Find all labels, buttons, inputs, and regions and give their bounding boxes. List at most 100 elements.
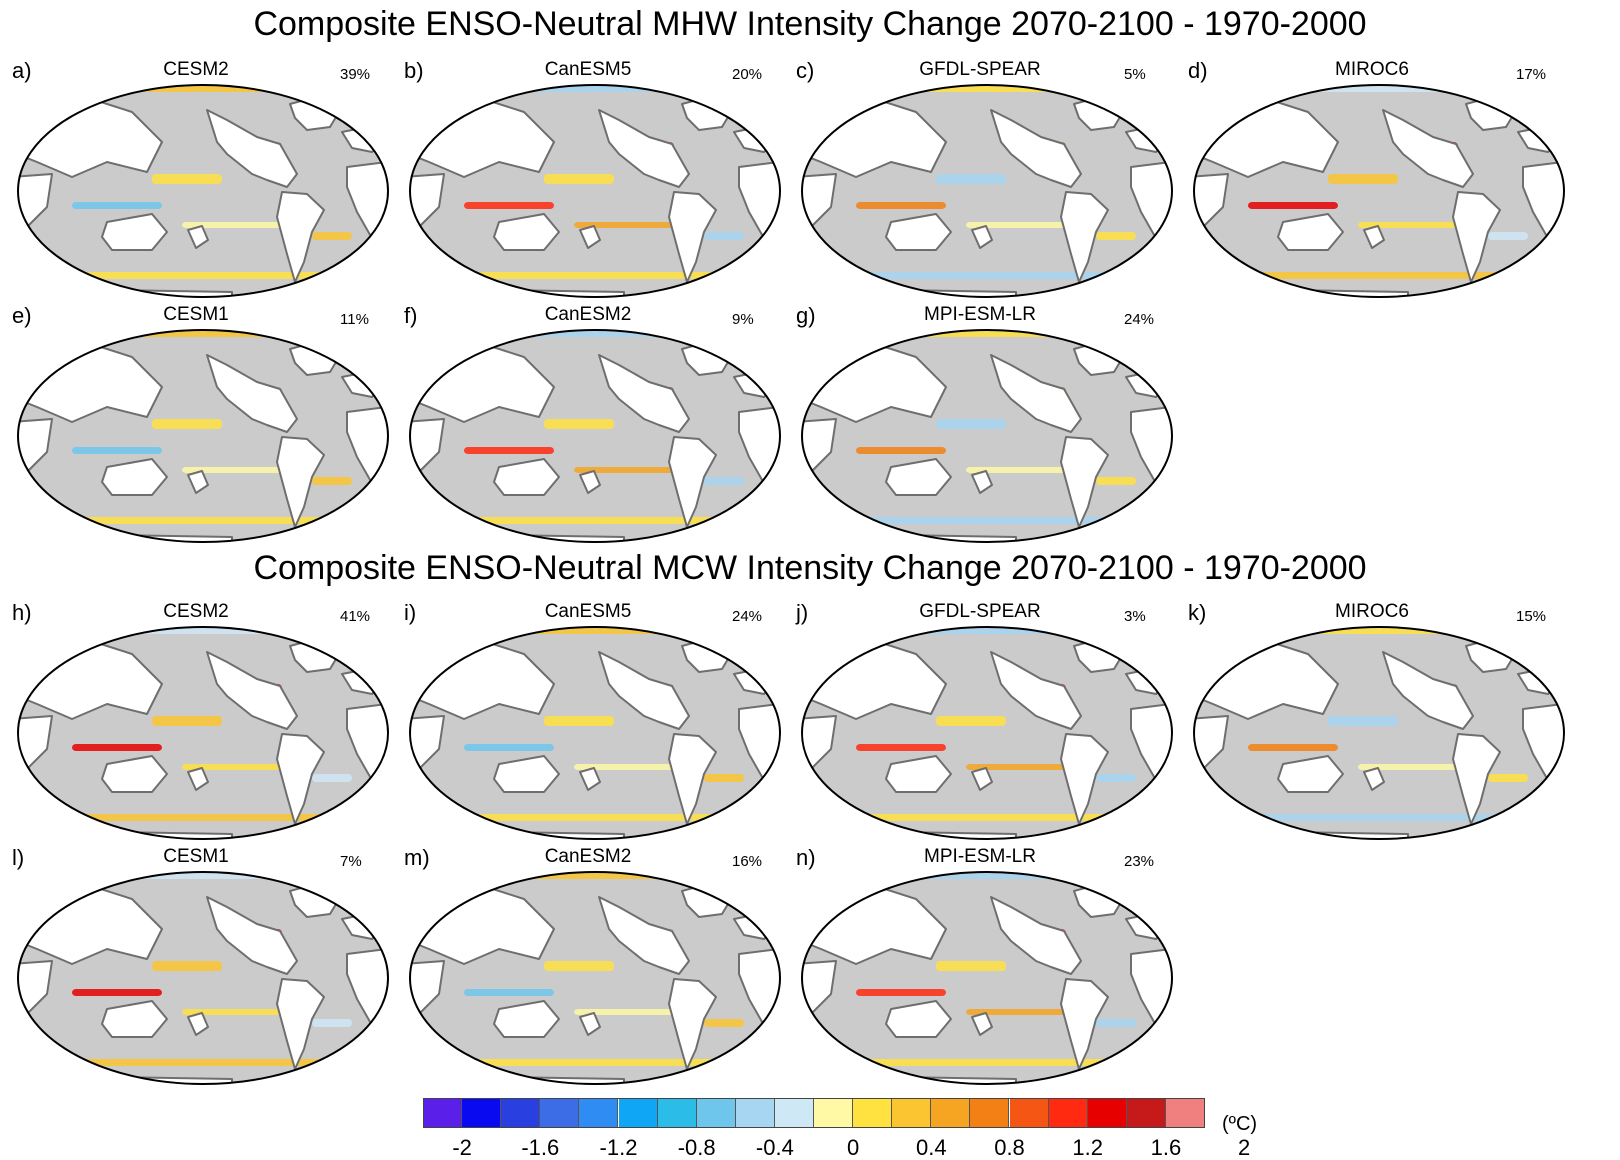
world-map: [800, 84, 1174, 298]
world-map: [800, 871, 1174, 1085]
anomaly-patch: [704, 232, 744, 240]
landmass: [598, 651, 690, 730]
map-outline: [16, 84, 390, 298]
anomaly-patch: [936, 419, 1006, 429]
map-outline: [800, 84, 1174, 298]
anomaly-patch: [18, 872, 388, 879]
landmass: [493, 213, 560, 251]
landmass: [331, 526, 388, 542]
panel-model-name: MIROC6: [1335, 601, 1409, 622]
anomaly-patch: [802, 872, 1172, 879]
landmass: [206, 109, 298, 188]
anomaly-patch: [72, 989, 162, 996]
panel-percentage: 41%: [340, 608, 371, 625]
landmass: [668, 978, 717, 1070]
colorbar-frame: [423, 1098, 1205, 1128]
panel-letter: c): [796, 58, 815, 83]
anomaly-patch: [464, 202, 554, 209]
landmass: [1277, 213, 1344, 251]
colorbar-segment: [931, 1098, 971, 1128]
landmass: [598, 896, 690, 975]
landmass: [971, 1012, 993, 1036]
panel-letter: g): [796, 303, 816, 328]
colorbar-tick-label: -0.8: [677, 1135, 716, 1160]
landmass: [723, 281, 780, 297]
ocean-area: [410, 627, 780, 839]
landmass: [101, 458, 168, 496]
panel-percentage: 39%: [340, 66, 371, 83]
landmass: [1452, 733, 1501, 825]
landmass: [187, 225, 209, 249]
landmass: [1382, 109, 1474, 188]
anomaly-patch: [836, 272, 1116, 279]
landmass: [331, 281, 388, 297]
landmass: [276, 436, 325, 528]
landmass: [885, 1000, 952, 1038]
anomaly-patch: [312, 774, 352, 782]
map-outline: [408, 329, 782, 543]
landmass: [990, 354, 1082, 433]
world-map: [1192, 84, 1566, 298]
ocean-area: [18, 627, 388, 839]
landmass: [331, 1068, 388, 1084]
anomaly-patch: [544, 961, 614, 971]
ocean-area: [802, 85, 1172, 297]
landmass: [101, 213, 168, 251]
panel-letter: d): [1188, 58, 1208, 83]
landmass: [668, 191, 717, 283]
ocean-area: [410, 85, 780, 297]
map-outline: [800, 871, 1174, 1085]
panel-letter: m): [404, 845, 430, 870]
landmass: [1115, 1068, 1172, 1084]
panel-model-name: CanESM5: [544, 601, 632, 622]
landmass: [1060, 733, 1109, 825]
panel-percentage: 23%: [1124, 853, 1155, 870]
anomaly-patch: [18, 627, 388, 634]
anomaly-patch: [410, 627, 780, 634]
colorbar-segment: [1009, 1098, 1049, 1128]
anomaly-patch: [18, 85, 388, 92]
colorbar-tick-label: 2: [1237, 1135, 1251, 1160]
anomaly-patch: [704, 477, 744, 485]
anomaly-patch: [856, 202, 946, 209]
panel-letter: b): [404, 58, 424, 83]
anomaly-patch: [1328, 716, 1398, 726]
colorbar-tick-label: -1.6: [521, 1135, 560, 1160]
colorbar-unit: (ºC): [1222, 1113, 1258, 1135]
anomaly-patch: [18, 330, 388, 337]
landmass: [723, 823, 780, 839]
anomaly-patch: [444, 272, 724, 279]
world-map: [408, 84, 782, 298]
map-outline: [800, 626, 1174, 840]
anomaly-patch: [704, 774, 744, 782]
landmass: [990, 651, 1082, 730]
landmass: [493, 755, 560, 793]
world-map: [800, 626, 1174, 840]
anomaly-patch: [444, 1059, 724, 1066]
colorbar-segment: [853, 1098, 893, 1128]
colorbar-segment: [696, 1098, 736, 1128]
world-map: [800, 329, 1174, 543]
colorbar-segment: [1087, 1098, 1127, 1128]
anomaly-patch: [152, 716, 222, 726]
panel-percentage: 7%: [340, 853, 362, 870]
anomaly-patch: [836, 814, 1116, 821]
landmass: [1115, 526, 1172, 542]
anomaly-patch: [52, 517, 332, 524]
landmass: [1507, 281, 1564, 297]
colorbar-segment: [735, 1098, 775, 1128]
anomaly-patch: [1096, 774, 1136, 782]
world-map: [408, 871, 782, 1085]
anomaly-patch: [1248, 744, 1338, 751]
anomaly-patch: [1488, 774, 1528, 782]
landmass: [579, 225, 601, 249]
colorbar-tick-label: 0.8: [994, 1135, 1025, 1160]
colorbar-tick-label: -1.2: [599, 1135, 638, 1160]
ocean-area: [18, 872, 388, 1084]
landmass: [187, 1012, 209, 1036]
ocean-area: [410, 872, 780, 1084]
anomaly-patch: [574, 764, 674, 770]
panel-model-name: MPI-ESM-LR: [924, 846, 1036, 867]
anomaly-patch: [1358, 764, 1458, 770]
panel-percentage: 9%: [732, 311, 754, 328]
